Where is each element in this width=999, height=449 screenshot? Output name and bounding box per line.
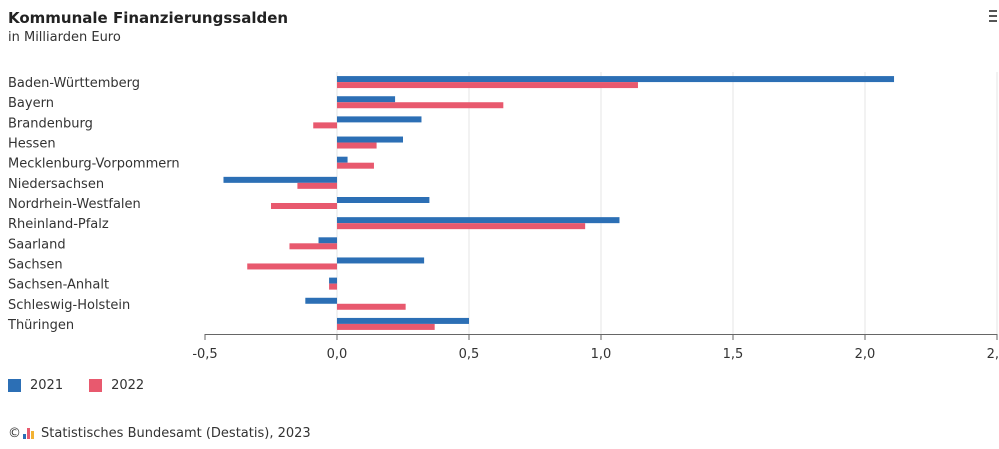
- bar-2021-3: [337, 136, 403, 143]
- category-label-1: Bayern: [8, 96, 54, 111]
- bar-2021-1: [337, 96, 396, 103]
- bar-2021-0: [337, 76, 895, 83]
- legend-label-2022: 2022: [111, 378, 145, 393]
- category-label-3: Hessen: [8, 137, 56, 152]
- bar-2022-2: [313, 122, 337, 129]
- bar-2022-4: [337, 162, 374, 169]
- bar-2021-2: [337, 116, 422, 123]
- source-text: Statistisches Bundesamt (Destatis), 2023: [41, 426, 311, 441]
- bar-2021-12: [337, 317, 469, 324]
- source-line: © Statistisches Bundesamt (Destatis), 20…: [8, 426, 311, 441]
- x-tick-label-1: 0,0: [327, 347, 348, 362]
- chart-title: Kommunale Finanzierungssalden: [8, 9, 289, 27]
- bar-2022-0: [337, 82, 638, 89]
- category-label-8: Saarland: [8, 237, 66, 252]
- category-label-9: Sachsen: [8, 257, 63, 272]
- bar-2022-10: [329, 283, 337, 290]
- bar-2022-5: [297, 182, 337, 189]
- category-label-4: Mecklenburg-Vorpommern: [8, 157, 180, 172]
- chart-subtitle: in Milliarden Euro: [8, 30, 121, 45]
- bar-2021-9: [337, 257, 425, 264]
- bar-2021-4: [337, 156, 348, 163]
- category-label-0: Baden-Württemberg: [8, 76, 140, 91]
- bar-2021-11: [305, 297, 337, 304]
- bar-2021-5: [223, 176, 337, 183]
- destatis-logo-icon: [23, 428, 37, 439]
- bar-2022-6: [271, 203, 337, 209]
- category-label-2: Brandenburg: [8, 116, 93, 131]
- legend-swatch-2021: [8, 379, 21, 392]
- bar-2022-3: [337, 142, 377, 149]
- category-label-7: Rheinland-Pfalz: [8, 217, 109, 232]
- legend-item-2022[interactable]: 2022: [89, 378, 144, 393]
- bar-2022-8: [289, 243, 337, 250]
- legend-item-2021[interactable]: 2021: [8, 378, 63, 393]
- legend-label-2021: 2021: [30, 378, 64, 393]
- category-label-12: Thüringen: [7, 318, 74, 333]
- bar-chart: Baden-Württemberg Bayern Brandenburg Hessen…: [7, 72, 999, 362]
- bar-2021-10: [329, 277, 337, 284]
- category-label-11: Schleswig-Holstein: [8, 298, 130, 313]
- legend-swatch-2022: [89, 379, 103, 392]
- bar-2022-9: [247, 263, 337, 270]
- hamburger-menu-icon[interactable]: [989, 10, 997, 24]
- category-label-6: Nordrhein-Westfalen: [8, 197, 141, 212]
- bar-2022-1: [337, 102, 504, 109]
- bar-2022-7: [337, 223, 586, 230]
- x-tick-label-4: 1,5: [723, 347, 744, 362]
- bar-2022-12: [337, 323, 435, 330]
- category-label-10: Sachsen-Anhalt: [8, 278, 109, 293]
- x-tick-label-5: 2,0: [855, 347, 876, 362]
- x-tick-label-6: 2,5: [987, 347, 999, 362]
- x-tick-label-2: 0,5: [459, 347, 480, 362]
- bar-2021-8: [318, 237, 337, 244]
- x-tick-label-0: -0,5: [192, 347, 217, 362]
- x-tick-label-3: 1,0: [591, 347, 612, 362]
- legend: 2021 2022: [8, 378, 170, 393]
- copyright-symbol: ©: [8, 426, 21, 441]
- bar-2021-6: [337, 197, 430, 203]
- bar-2022-11: [337, 303, 406, 310]
- bar-2021-7: [337, 217, 620, 224]
- category-label-5: Niedersachsen: [8, 177, 104, 192]
